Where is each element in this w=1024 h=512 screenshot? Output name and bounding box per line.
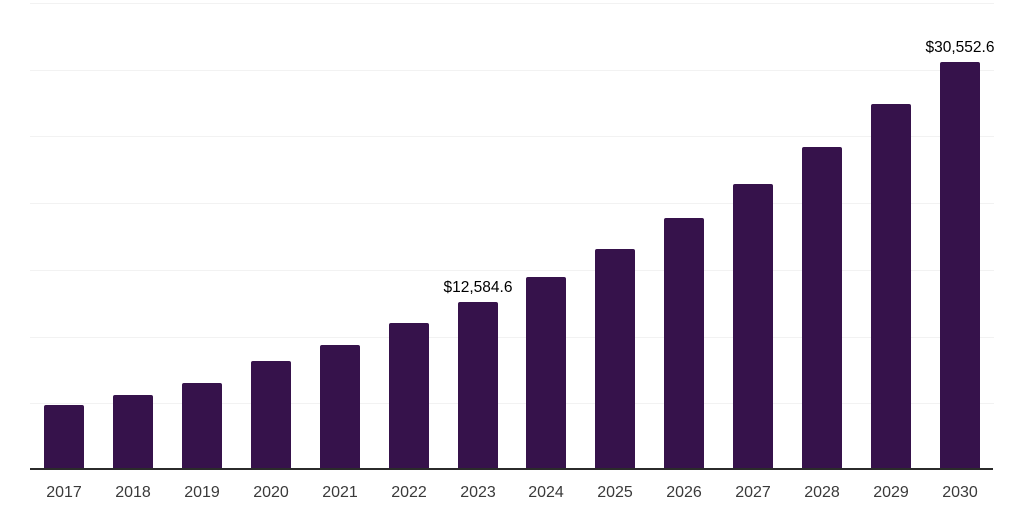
bar-2025[interactable] — [595, 249, 635, 470]
x-axis-label-2021: 2021 — [322, 484, 358, 501]
gridline-5000 — [30, 403, 994, 404]
bar-2029[interactable] — [871, 104, 911, 470]
bar-2024[interactable] — [526, 277, 566, 470]
data-label-2030: $30,552.6 — [925, 39, 995, 56]
x-axis-label-2025: 2025 — [597, 484, 633, 501]
x-axis-label-2026: 2026 — [666, 484, 702, 501]
x-axis-label-2030: 2030 — [942, 484, 978, 501]
bar-2020[interactable] — [251, 361, 291, 470]
x-axis-label-2029: 2029 — [873, 484, 909, 501]
bar-2018[interactable] — [113, 395, 153, 470]
gridline-20000 — [30, 203, 994, 204]
bar-2019[interactable] — [182, 383, 222, 470]
x-axis-label-2024: 2024 — [528, 484, 564, 501]
x-axis-label-2028: 2028 — [804, 484, 840, 501]
bar-2021[interactable] — [320, 345, 360, 470]
bar-2026[interactable] — [664, 218, 704, 470]
gridline-15000 — [30, 270, 994, 271]
bar-2028[interactable] — [802, 147, 842, 470]
x-axis-label-2018: 2018 — [115, 484, 151, 501]
gridline-35000 — [30, 3, 994, 4]
data-label-2023: $12,584.6 — [443, 279, 513, 296]
x-axis-label-2017: 2017 — [46, 484, 82, 501]
x-axis-label-2022: 2022 — [391, 484, 427, 501]
x-axis-label-2019: 2019 — [184, 484, 220, 501]
bar-2027[interactable] — [733, 184, 773, 470]
x-axis-line — [30, 468, 993, 470]
gridline-25000 — [30, 136, 994, 137]
bar-2030[interactable] — [940, 62, 980, 470]
bar-2022[interactable] — [389, 323, 429, 470]
bar-2023[interactable] — [458, 302, 498, 470]
gridline-10000 — [30, 337, 994, 338]
x-axis-label-2027: 2027 — [735, 484, 771, 501]
x-axis-label-2020: 2020 — [253, 484, 289, 501]
bar-2017[interactable] — [44, 405, 84, 470]
x-axis-label-2023: 2023 — [460, 484, 496, 501]
gridline-30000 — [30, 70, 994, 71]
